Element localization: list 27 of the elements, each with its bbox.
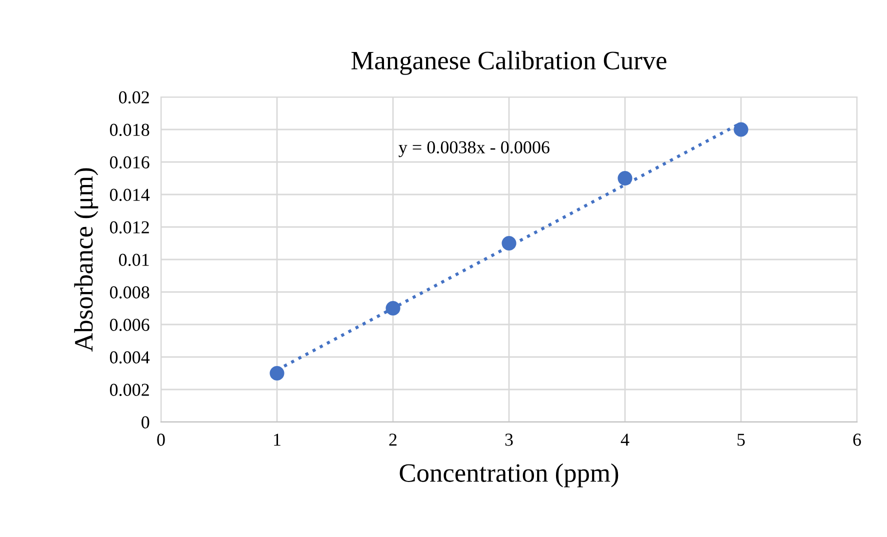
y-tick-label: 0.014 bbox=[110, 188, 150, 202]
chart-title: Manganese Calibration Curve bbox=[351, 50, 666, 75]
y-tick-label: 0.004 bbox=[110, 351, 150, 364]
y-axis-title: Absorbance (μm) bbox=[74, 168, 98, 352]
x-tick-label: 4 bbox=[620, 434, 630, 446]
y-tick-label: 0.006 bbox=[110, 318, 150, 332]
y-tick-label: 0.016 bbox=[110, 156, 150, 169]
point bbox=[618, 170, 632, 186]
x-tick-label: 2 bbox=[389, 434, 397, 446]
y-tick-label: 0.002 bbox=[110, 384, 149, 396]
y-tick-label: 0.018 bbox=[110, 124, 150, 136]
point bbox=[734, 122, 748, 137]
y-tick-label: 0 bbox=[142, 416, 150, 428]
point bbox=[386, 300, 400, 316]
x-axis-title: Concentration (ppm) bbox=[400, 463, 618, 488]
y-tick-label: 0.02 bbox=[118, 91, 149, 104]
y-tick-label: 0.012 bbox=[110, 221, 149, 234]
x-tick-label: 6 bbox=[853, 434, 861, 446]
x-tick-label: 3 bbox=[505, 434, 513, 446]
annotation: y = 0.0038x - 0.0006 bbox=[398, 141, 550, 158]
y-tick-label: 0.008 bbox=[110, 286, 150, 299]
x-tick-label: 5 bbox=[738, 434, 745, 446]
point bbox=[502, 236, 516, 251]
x-tick-label: 1 bbox=[274, 434, 280, 446]
point bbox=[270, 366, 284, 381]
x-tick-label: 0 bbox=[157, 434, 165, 446]
y-tick-label: 0.01 bbox=[118, 254, 149, 266]
